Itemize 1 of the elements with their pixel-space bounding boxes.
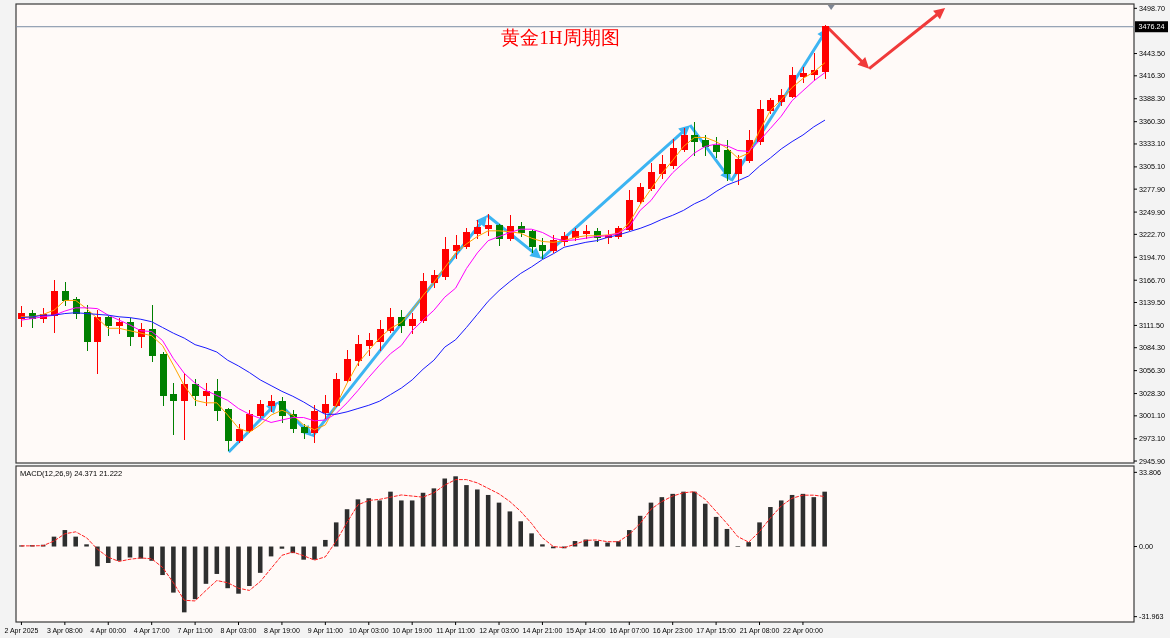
title: 黄金1H周期图	[501, 27, 620, 48]
